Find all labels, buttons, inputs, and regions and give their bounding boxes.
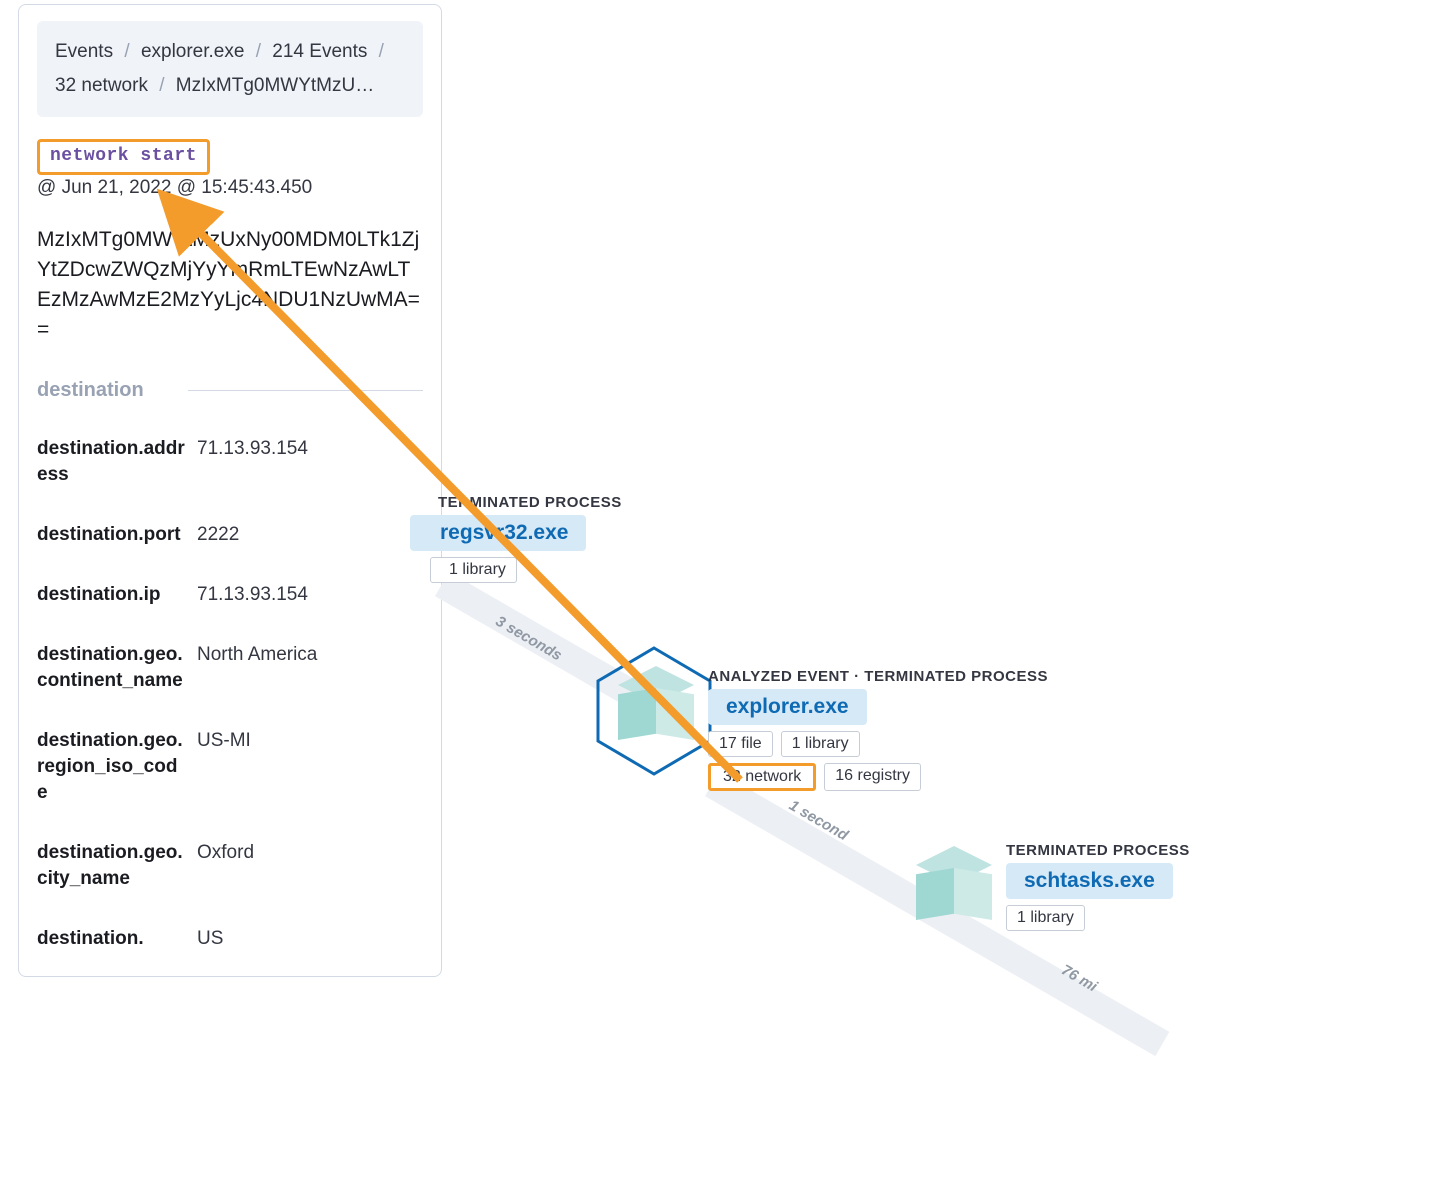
field-key: destination.ip (37, 582, 185, 608)
breadcrumb-item[interactable]: Events (55, 41, 113, 62)
field-row: destination.geo.continent_name North Ame… (37, 632, 423, 718)
field-key: destination.geo.city_name (37, 840, 185, 892)
breadcrumb-separator: / (118, 41, 135, 62)
destination-fields-table: destination.address 71.13.93.154 destina… (37, 426, 423, 976)
breadcrumb-separator: / (250, 41, 267, 62)
breadcrumb-separator: / (373, 41, 390, 62)
event-count-chip[interactable]: 1 library (781, 731, 860, 757)
event-type-tag: network start (37, 139, 210, 175)
field-row: destination.geo.city_name Oxford (37, 830, 423, 916)
process-node-explorer[interactable]: ANALYZED EVENT · TERMINATED PROCESS expl… (708, 668, 1048, 791)
event-count-chip-network[interactable]: 32 network (708, 763, 816, 791)
breadcrumb-item[interactable]: MzIxMTg0MWYtMzU… (176, 75, 374, 96)
process-cube-icon (916, 846, 992, 930)
field-row: destination.ip 71.13.93.154 (37, 572, 423, 632)
breadcrumb-item[interactable]: 32 network (55, 75, 148, 96)
event-count-chip[interactable]: 17 file (708, 731, 773, 757)
field-value: North America (185, 642, 423, 668)
field-value: 2222 (185, 522, 423, 548)
section-rule (188, 390, 423, 391)
node-category-label: ANALYZED EVENT · TERMINATED PROCESS (708, 668, 1048, 685)
event-count-chip[interactable]: 1 library (1006, 905, 1085, 931)
field-value: US (185, 926, 423, 952)
process-cube-icon (618, 666, 694, 750)
node-process-name[interactable]: regsvr32.exe (410, 515, 586, 551)
breadcrumb: Events / explorer.exe / 214 Events / 32 … (37, 21, 423, 117)
field-row: destination.geo.region_iso_code US-MI (37, 718, 423, 830)
field-value: 71.13.93.154 (185, 436, 423, 462)
breadcrumb-item[interactable]: 214 Events (272, 41, 367, 62)
field-key: destination.address (37, 436, 185, 488)
event-details-panel: Events / explorer.exe / 214 Events / 32 … (18, 4, 442, 977)
event-id-hash: MzIxMTg0MWYtMzUxNy00MDM0LTk1ZjYtZDcwZWQz… (37, 225, 423, 345)
field-row: destination.port 2222 (37, 512, 423, 572)
section-title: destination (37, 379, 144, 402)
section-header-destination: destination (37, 379, 423, 402)
field-key: destination.geo.continent_name (37, 642, 185, 694)
field-value: 71.13.93.154 (185, 582, 423, 608)
field-value: US-MI (185, 728, 423, 754)
node-process-name[interactable]: schtasks.exe (1006, 863, 1173, 899)
node-process-name[interactable]: explorer.exe (708, 689, 867, 725)
field-value: Oxford (185, 840, 423, 866)
process-node-schtasks[interactable]: TERMINATED PROCESS schtasks.exe 1 librar… (1006, 842, 1190, 931)
breadcrumb-separator: / (153, 75, 170, 96)
field-row: destination. US (37, 916, 423, 976)
field-row: destination.address 71.13.93.154 (37, 426, 423, 512)
event-count-chip[interactable]: 16 registry (824, 763, 921, 791)
node-category-label: TERMINATED PROCESS (1006, 842, 1190, 859)
field-key: destination.geo.region_iso_code (37, 728, 185, 806)
field-key: destination. (37, 926, 185, 952)
event-count-chip[interactable]: 1 library (430, 557, 517, 583)
breadcrumb-item[interactable]: explorer.exe (141, 41, 245, 62)
field-key: destination.port (37, 522, 185, 548)
node-category-label: TERMINATED PROCESS (438, 494, 622, 511)
process-node-regsvr32[interactable]: TERMINATED PROCESS regsvr32.exe 1 librar… (440, 494, 622, 583)
event-timestamp: @ Jun 21, 2022 @ 15:45:43.450 (37, 177, 423, 199)
